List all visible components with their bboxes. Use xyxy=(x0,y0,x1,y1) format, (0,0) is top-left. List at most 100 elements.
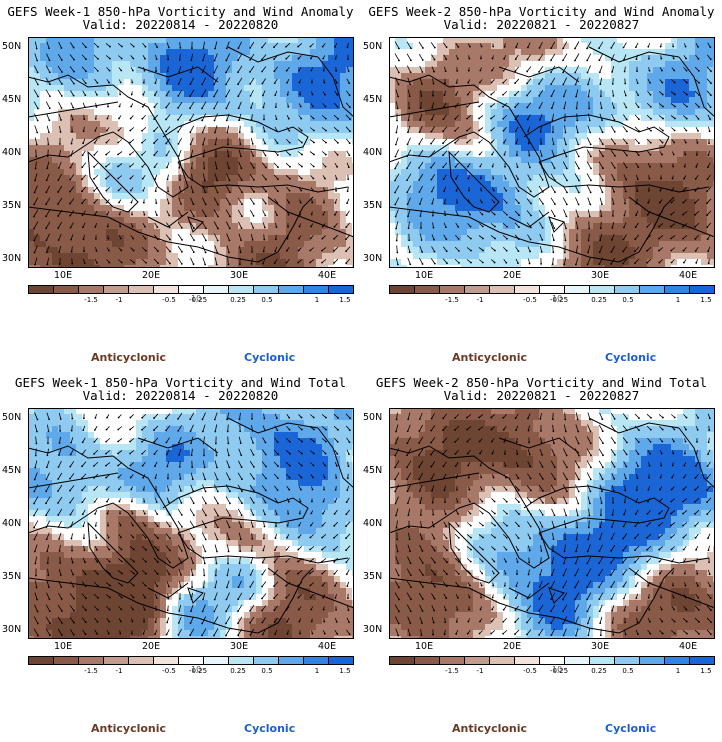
vorticity-cell xyxy=(437,145,443,151)
wind-arrow-head xyxy=(322,213,325,216)
vorticity-cell xyxy=(322,49,328,55)
vorticity-cell xyxy=(148,259,154,265)
wind-arrow-head xyxy=(46,263,49,266)
vorticity-cell xyxy=(232,187,238,193)
vorticity-cell xyxy=(274,133,280,139)
wind-arrow xyxy=(177,221,183,229)
vorticity-cell xyxy=(76,73,82,79)
vorticity-cell xyxy=(268,163,274,169)
vorticity-cell xyxy=(238,55,244,61)
vorticity-cell xyxy=(449,61,455,67)
vorticity-cell xyxy=(196,175,202,181)
wind-arrow-head xyxy=(156,46,159,48)
wind-arrow-head xyxy=(81,202,84,205)
vorticity-cell xyxy=(449,55,455,61)
vorticity-cell xyxy=(208,109,214,115)
vorticity-cell xyxy=(238,247,244,253)
vorticity-cell xyxy=(202,97,208,103)
vorticity-cell xyxy=(551,163,557,169)
wind-arrow xyxy=(57,221,63,229)
vorticity-cell xyxy=(509,49,515,55)
vorticity-cell xyxy=(437,37,443,43)
wind-arrow xyxy=(34,173,38,181)
vorticity-cell xyxy=(268,181,274,187)
vorticity-cell xyxy=(533,55,539,61)
vorticity-cell xyxy=(653,127,659,133)
vorticity-cell xyxy=(316,115,322,121)
vorticity-cell xyxy=(82,127,88,133)
vorticity-cell xyxy=(178,187,184,193)
vorticity-cell xyxy=(172,121,178,127)
vorticity-cell xyxy=(316,145,322,151)
vorticity-cell xyxy=(64,37,70,43)
vorticity-cell xyxy=(136,157,142,163)
vorticity-cell xyxy=(52,175,58,181)
vorticity-cell xyxy=(94,193,100,199)
wind-arrow xyxy=(177,101,183,109)
vorticity-cell xyxy=(635,169,641,175)
wind-arrow-head xyxy=(336,153,339,156)
vorticity-cell xyxy=(310,229,316,235)
vorticity-cell xyxy=(280,217,286,223)
vorticity-cell xyxy=(298,205,304,211)
vorticity-cell xyxy=(533,91,539,97)
wind-arrow xyxy=(249,41,255,49)
colorbar-tick-label: 0.25 xyxy=(230,296,246,304)
vorticity-cell xyxy=(178,91,184,97)
wind-arrow-head xyxy=(167,202,170,205)
vorticity-cell xyxy=(395,109,401,115)
vorticity-cell xyxy=(635,97,641,103)
vorticity-cell xyxy=(202,169,208,175)
vorticity-cell xyxy=(118,133,124,139)
vorticity-cell xyxy=(437,163,443,169)
vorticity-cell xyxy=(148,205,154,211)
map-frame xyxy=(28,37,354,268)
vorticity-cell xyxy=(467,187,473,193)
wind-arrow-head xyxy=(225,47,228,50)
vorticity-cell xyxy=(166,193,172,199)
vorticity-cell xyxy=(677,181,683,187)
wind-arrow-head xyxy=(143,213,146,216)
vorticity-cell xyxy=(509,115,515,121)
vorticity-cell xyxy=(641,85,647,91)
wind-arrow-head xyxy=(117,129,120,132)
vorticity-cell xyxy=(124,205,130,211)
vorticity-cell xyxy=(605,115,611,121)
vorticity-cell xyxy=(389,115,395,121)
vorticity-cell xyxy=(346,61,352,67)
vorticity-cell xyxy=(208,115,214,121)
wind-arrow-head xyxy=(69,166,72,169)
vorticity-cell xyxy=(280,253,286,259)
vorticity-cell xyxy=(286,97,292,103)
vorticity-cell xyxy=(346,73,352,79)
wind-arrow-head xyxy=(285,45,287,48)
vorticity-cell xyxy=(274,55,280,61)
vorticity-cell xyxy=(340,199,346,205)
vorticity-cell xyxy=(190,139,196,145)
vorticity-cell xyxy=(172,79,178,85)
colorbar-swatch xyxy=(229,286,254,293)
wind-arrow-head xyxy=(202,143,204,146)
vorticity-cell xyxy=(443,115,449,121)
vorticity-cell xyxy=(695,175,701,181)
vorticity-cell xyxy=(431,193,437,199)
wind-arrow xyxy=(238,113,242,121)
wind-arrow-head xyxy=(322,69,325,72)
vorticity-cell xyxy=(701,79,707,85)
vorticity-cell xyxy=(677,133,683,139)
vorticity-cell xyxy=(118,265,124,268)
vorticity-cell xyxy=(142,193,148,199)
vorticity-cell xyxy=(557,67,563,73)
vorticity-cell xyxy=(220,259,226,265)
vorticity-cell xyxy=(262,97,268,103)
wind-arrow xyxy=(190,77,194,85)
vorticity-cell xyxy=(443,199,449,205)
wind-arrow-head xyxy=(190,167,193,170)
wind-arrow-head xyxy=(84,94,87,97)
vorticity-cell xyxy=(76,241,82,247)
vorticity-cell xyxy=(280,175,286,181)
vorticity-cell xyxy=(593,73,599,79)
vorticity-cell xyxy=(292,199,298,205)
vorticity-cell xyxy=(461,97,467,103)
vorticity-cell xyxy=(635,73,641,79)
